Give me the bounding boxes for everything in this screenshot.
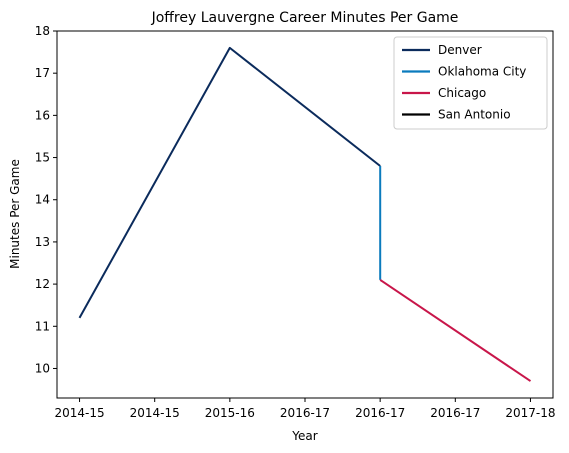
x-axis-title: Year	[291, 429, 317, 443]
y-tick-label: 12	[35, 277, 50, 291]
legend: Denver Oklahoma City Chicago San Antonio	[393, 36, 548, 130]
series-layer	[78, 46, 532, 382]
series-line-chicago	[379, 279, 532, 382]
y-tick-label: 16	[35, 108, 50, 122]
legend-label: Oklahoma City	[438, 65, 526, 79]
x-tick-label: 2014-15	[130, 406, 180, 420]
x-tick-label: 2016-17	[280, 406, 330, 420]
y-axis-title: Minutes Per Game	[8, 159, 22, 269]
legend-label: Chicago	[438, 86, 486, 100]
x-tick-label: 2016-17	[430, 406, 480, 420]
y-tick-label: 17	[35, 66, 50, 80]
x-tick-label: 2017-18	[505, 406, 555, 420]
y-tick-label: 18	[35, 24, 50, 38]
x-axis: 2014-15 2014-15 2015-16 2016-17 2016-17 2016-…	[54, 398, 556, 420]
y-axis: 10 11 12 13 14 15 16 17 18	[35, 24, 57, 375]
y-tick-label: 13	[35, 235, 50, 249]
legend-label: San Antonio	[438, 108, 511, 122]
chart-title: Joffrey Lauvergne Career Minutes Per Gam…	[151, 10, 459, 26]
series-line-denver	[78, 46, 381, 319]
legend-box	[393, 36, 548, 130]
legend-label: Denver	[438, 43, 482, 57]
y-tick-label: 14	[35, 193, 50, 207]
y-tick-label: 10	[35, 361, 50, 375]
y-tick-label: 15	[35, 151, 50, 165]
x-tick-label: 2014-15	[54, 406, 104, 420]
x-tick-label: 2015-16	[205, 406, 255, 420]
x-tick-label: 2016-17	[355, 406, 405, 420]
y-tick-label: 11	[35, 319, 50, 333]
